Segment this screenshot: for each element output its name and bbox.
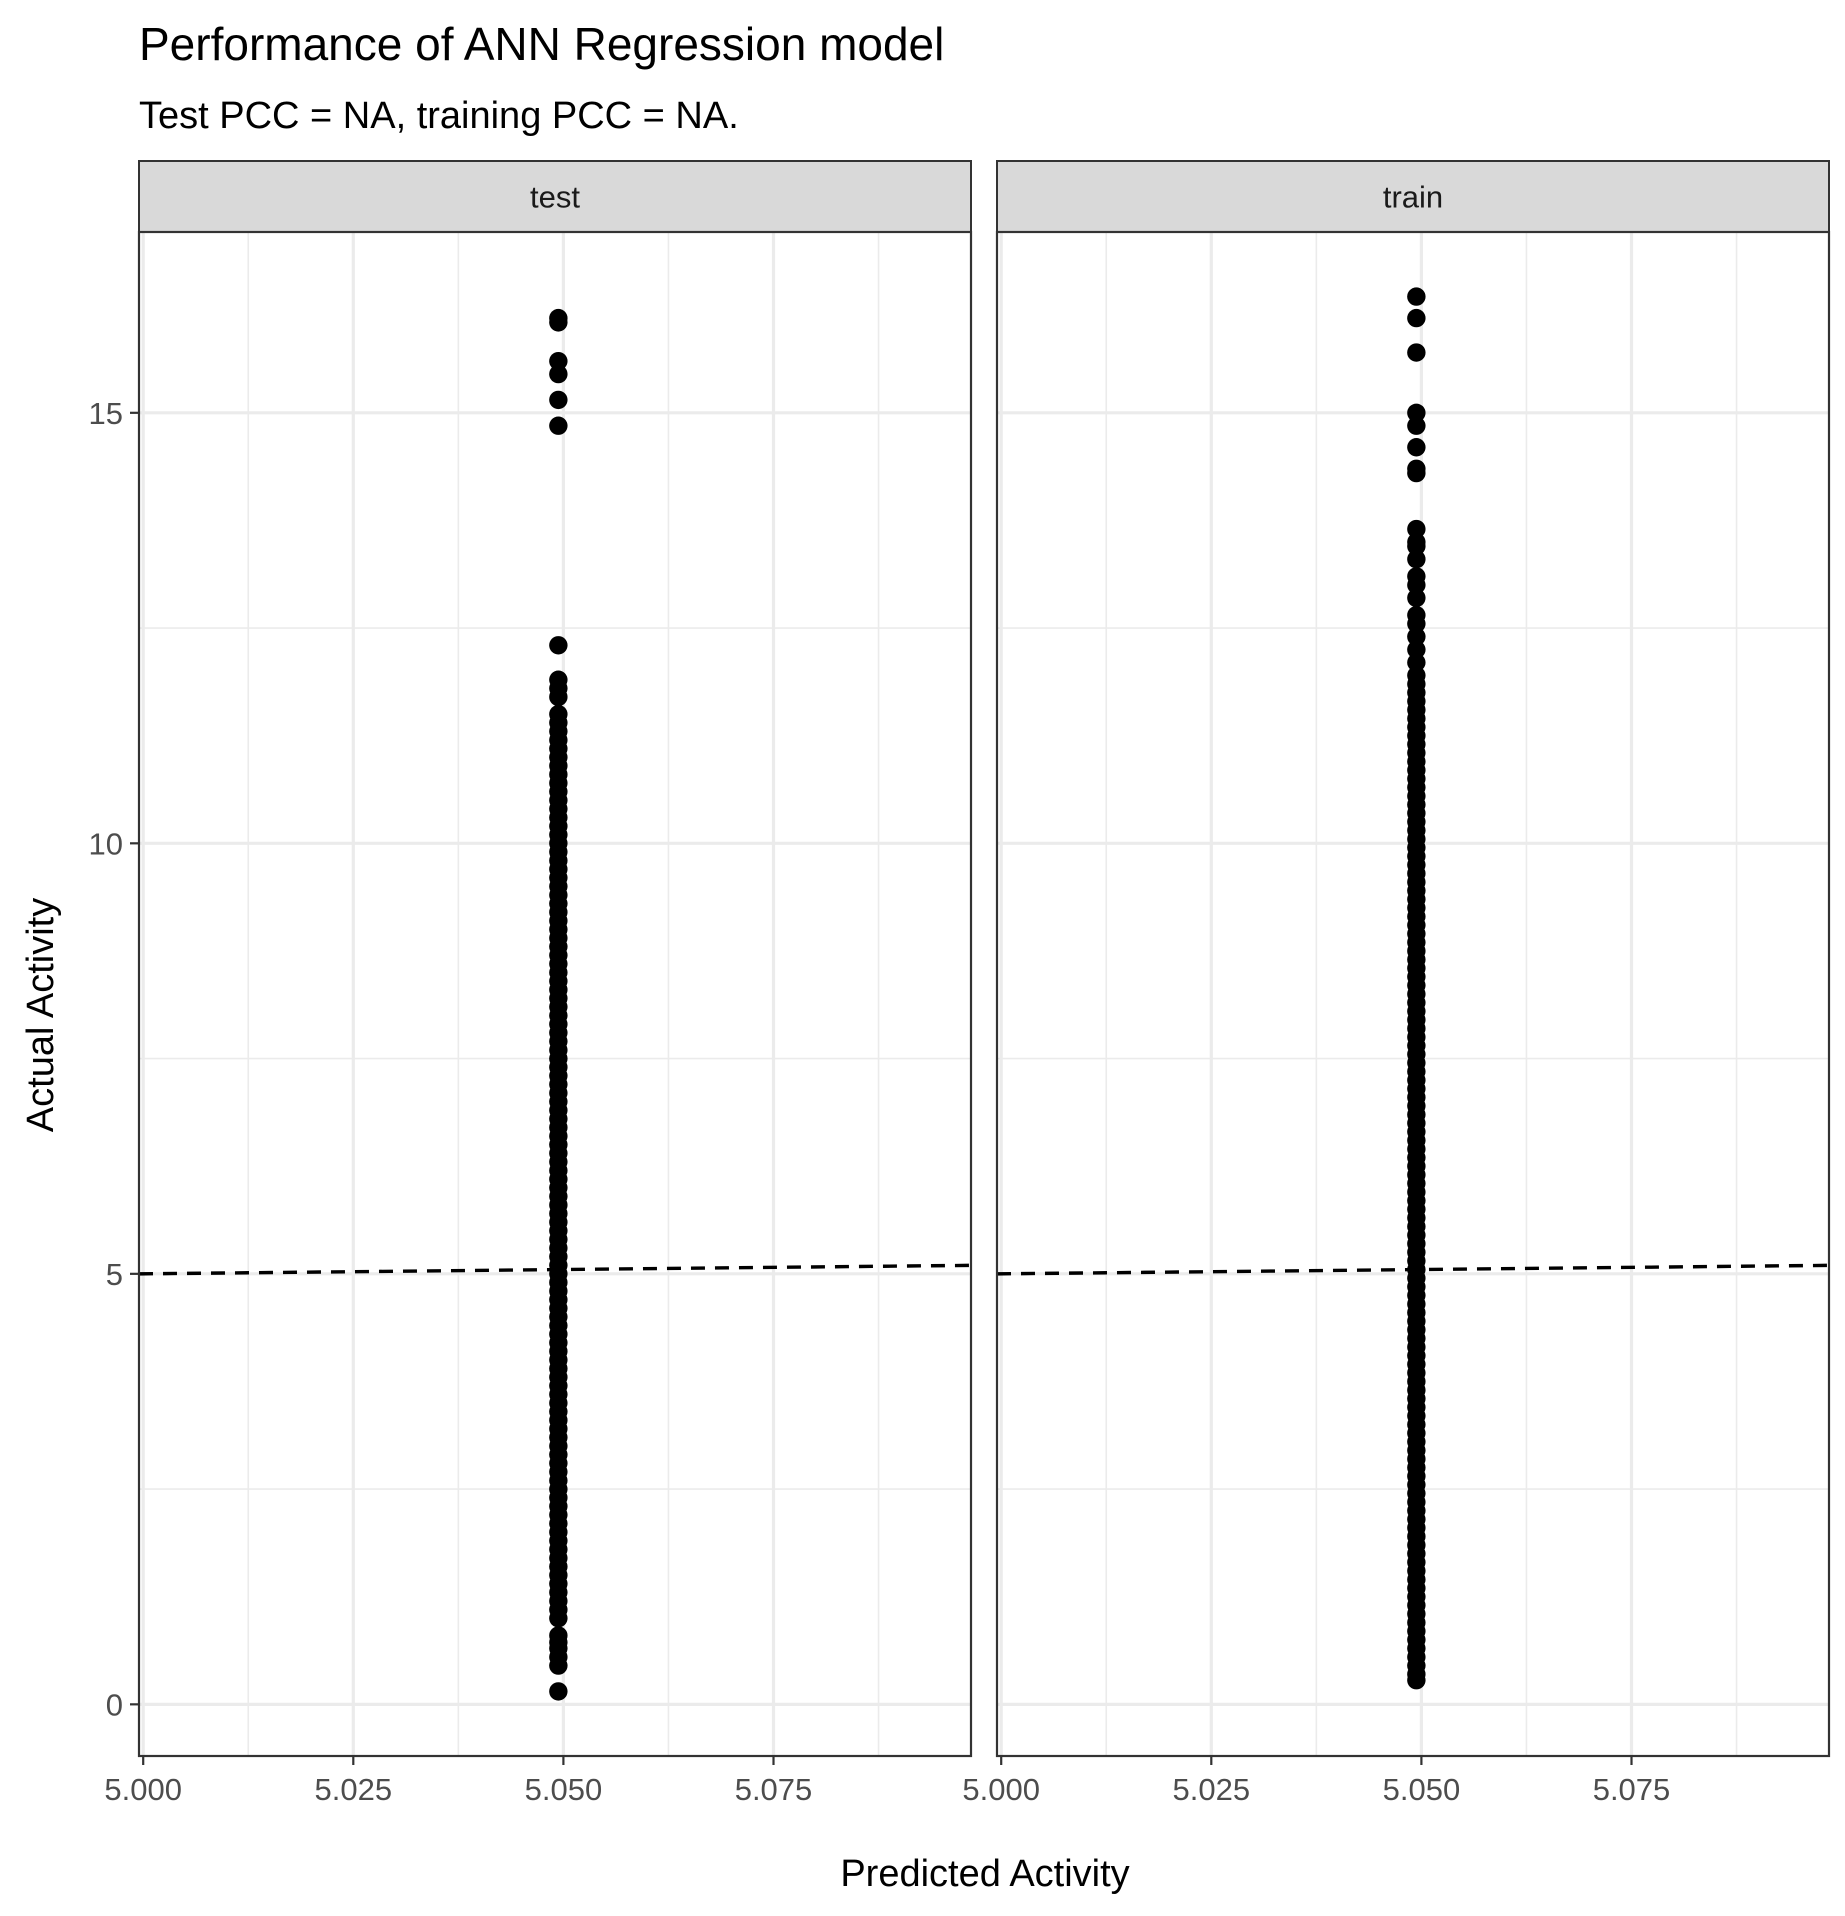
reference-line [138,1263,972,1276]
data-point [549,670,568,689]
reference-line [996,1263,1830,1276]
data-point [1407,287,1426,306]
data-point [549,416,568,435]
data-point [549,636,568,655]
data-point [1407,666,1426,685]
data-point [1407,627,1426,646]
strip-test [138,160,972,233]
y-tick-label: 10 [89,826,123,861]
data-point [549,704,568,724]
data-point [1407,438,1426,457]
points-train [1407,287,1426,1690]
x-tick-label: 5.025 [1173,1772,1251,1807]
chart-title: Performance of ANN Regression model [139,18,944,70]
y-axis-label: Actual Activity [20,898,62,1132]
y-tick-label: 15 [89,396,123,431]
data-point [1407,532,1426,552]
data-point [1407,605,1426,625]
data-point [1407,549,1426,569]
x-tick-label: 5.050 [525,1772,603,1807]
data-point [549,364,568,384]
x-tick-label: 5.000 [104,1772,182,1807]
data-point [549,1626,568,1645]
points-test [549,308,568,1701]
data-point [1407,588,1426,608]
data-point [549,390,568,410]
x-tick-label: 5.025 [315,1772,393,1807]
y-tick-label: 5 [106,1257,123,1292]
data-point [549,351,568,371]
data-point [549,1682,568,1701]
panel-border [137,230,973,1758]
x-tick-label: 5.050 [1383,1772,1461,1807]
facet-panels: test 5.000 5.025 5.050 5.075 0 5 10 15 train 5.000… [89,160,1831,1807]
data-point [1407,519,1426,539]
panel-train: train 5.000 5.025 5.050 5.075 [962,160,1831,1807]
data-point [1407,308,1426,328]
data-point [1407,567,1426,586]
data-point [1407,416,1426,435]
x-axis-label: Predicted Activity [840,1853,1129,1895]
strip-train [996,160,1830,233]
data-point [1407,403,1426,423]
x-tick-label: 5.075 [735,1772,813,1807]
x-tick-label: 5.000 [962,1772,1040,1807]
strip-label-test: test [530,180,580,215]
data-point [549,308,568,328]
strip-label-train: train [1383,180,1443,215]
panel-test: test 5.000 5.025 5.050 5.075 0 5 10 15 [89,160,973,1807]
x-tick-label: 5.075 [1593,1772,1671,1807]
data-point [1407,640,1426,659]
panel-border [995,230,1831,1758]
data-point [1407,459,1426,478]
y-tick-label: 0 [106,1687,123,1722]
chart-subtitle: Test PCC = NA, training PCC = NA. [139,95,739,137]
data-point [1407,343,1426,362]
data-point [1407,653,1426,672]
